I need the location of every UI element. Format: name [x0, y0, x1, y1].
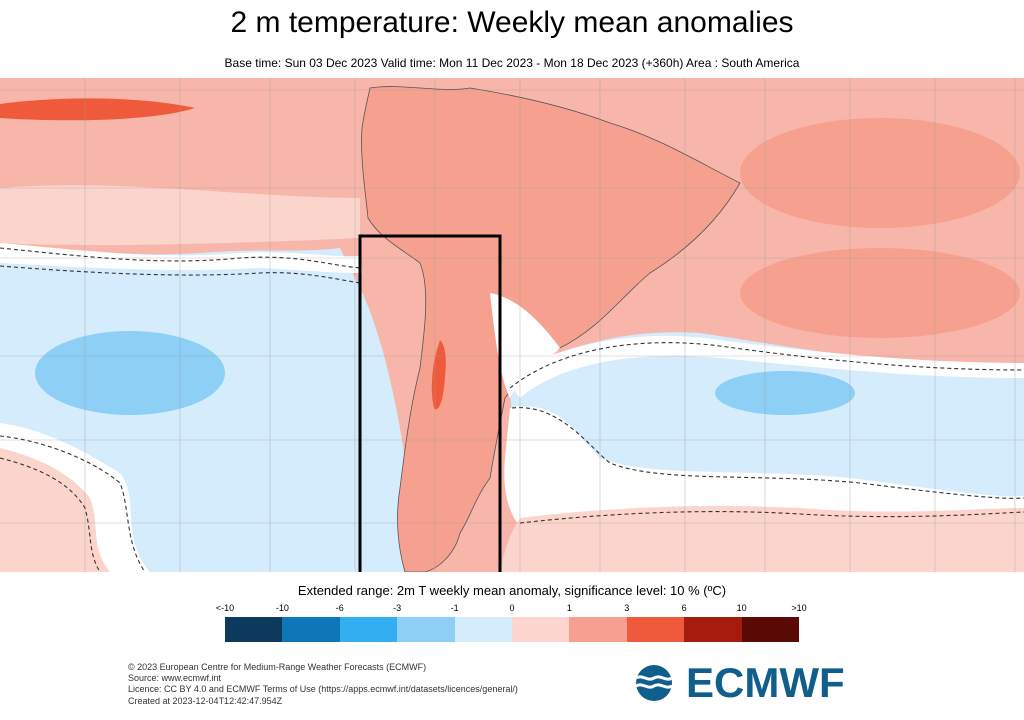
hot-spot-andes [431, 340, 446, 410]
anomaly-map [0, 78, 1024, 572]
gridlines [0, 78, 1024, 572]
footer-line: Source: www.ecmwf.int [128, 673, 222, 684]
colorbar-swatch [512, 617, 570, 642]
colorbar-swatch [626, 617, 685, 642]
warm-region-southeast [500, 506, 1024, 572]
colorbar-tick-label: 3 [624, 603, 630, 613]
colorbar-tick-label: 10 [736, 603, 747, 613]
ecmwf-logo-text: ECMWF [686, 659, 845, 706]
warm-region-southwest [0, 448, 110, 572]
colorbar-tick-label: 1 [566, 603, 572, 613]
cool-region-east [510, 332, 1024, 505]
warm-patch-south-atlantic [740, 248, 1020, 338]
colorbar-swatch [397, 617, 456, 642]
colorbar-tick-label: -10 [275, 603, 289, 613]
colorbar-tick-label: 0 [509, 603, 515, 613]
colorbar-tick-label: -1 [450, 603, 459, 613]
colorbar-swatch [684, 617, 743, 642]
footer-line: Licence: CC BY 4.0 and ECMWF Terms of Us… [128, 684, 518, 695]
cold-spot-atlantic [715, 371, 855, 415]
colorbar-tick-label: 6 [681, 603, 687, 613]
colorbar-tick-label: -3 [393, 603, 402, 613]
colorbar-tick-label: >10 [791, 603, 807, 613]
ecmwf-logo: ECMWF [628, 659, 845, 706]
footer-line: Created at 2023-12-04T12:42:47.954Z [128, 695, 283, 706]
legend-title: Extended range: 2m T weekly mean anomaly… [297, 583, 727, 598]
warm-patch-atlantic [740, 118, 1020, 228]
chart-title: 2 m temperature: Weekly mean anomalies [230, 6, 794, 39]
colorbar-swatch [339, 617, 398, 642]
footer-credits: © 2023 European Centre for Medium-Range … [128, 662, 518, 707]
focus-box [358, 234, 502, 572]
colorbar-swatch [225, 617, 283, 642]
neutral-southeast [504, 406, 1024, 540]
chart-subtitle: Base time: Sun 03 Dec 2023 Valid time: M… [224, 56, 800, 70]
hot-spot-pacific [0, 98, 195, 121]
colorbar-swatch [741, 617, 800, 642]
neutral-band-east [505, 335, 1024, 398]
ecmwf-logo-icon [635, 665, 673, 701]
footer-line: © 2023 European Centre for Medium-Range … [128, 662, 427, 672]
colorbar-swatch [282, 617, 341, 642]
colorbar-tick-label: -6 [335, 603, 344, 613]
colorbar-tick-label: <-10 [215, 603, 235, 613]
colorbar-swatch [454, 617, 513, 642]
cool-interior [490, 293, 560, 398]
cold-spot-pacific [35, 331, 225, 415]
significance-contours [0, 247, 1024, 572]
colorbar-swatch [569, 617, 628, 642]
